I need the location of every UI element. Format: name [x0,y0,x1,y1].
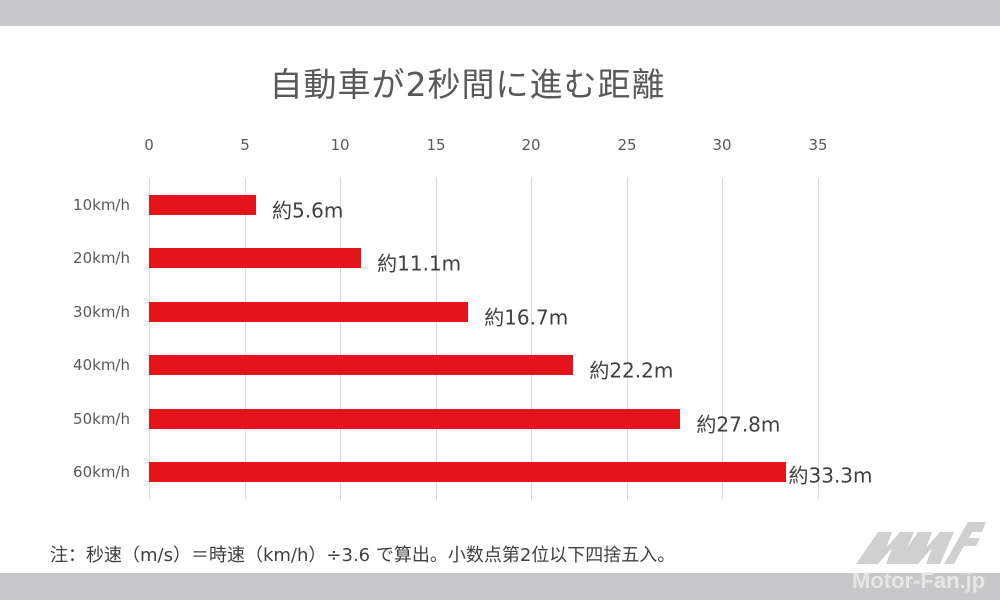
bar [149,195,257,215]
x-tick: 10 [330,136,350,154]
x-tick: 20 [521,136,541,154]
gridline [149,178,150,500]
data-label: 約11.1m [377,251,462,276]
category-label: 10km/h [73,196,130,214]
bar [149,248,362,268]
bar [149,462,786,482]
x-tick: 25 [617,136,637,154]
gridline [722,178,723,500]
gridline [436,178,437,500]
gridline [531,178,532,500]
data-label: 約22.2m [589,358,674,383]
x-tick: 30 [712,136,732,154]
x-tick: 35 [808,136,828,154]
bar [149,302,469,322]
data-label: 約33.3m [788,463,873,488]
data-label: 約5.6m [272,198,344,223]
category-label: 50km/h [73,410,130,428]
gridline [340,178,341,500]
category-label: 30km/h [73,303,130,321]
x-tick: 0 [144,136,154,154]
watermark-text: Motor-Fan.jp [852,568,986,593]
category-label: 60km/h [73,463,130,481]
data-label: 約27.8m [696,412,781,437]
gridline [245,178,246,500]
mf-logo-icon [856,522,986,564]
gridline [818,178,819,500]
data-label: 約16.7m [484,305,569,330]
bottom-band [0,573,1000,600]
gridline [627,178,628,500]
bar [149,355,574,375]
category-label: 20km/h [73,249,130,267]
category-label: 40km/h [73,356,130,374]
chart-title: 自動車が2秒間に進む距離 [269,65,666,104]
x-tick: 5 [240,136,250,154]
footnote: 注：秒速（m/s）＝時速（km/h）÷3.6 で算出。小数点第2位以下四捨五入。 [50,545,676,566]
top-band [0,0,1000,26]
bar [149,409,681,429]
x-tick: 15 [426,136,446,154]
